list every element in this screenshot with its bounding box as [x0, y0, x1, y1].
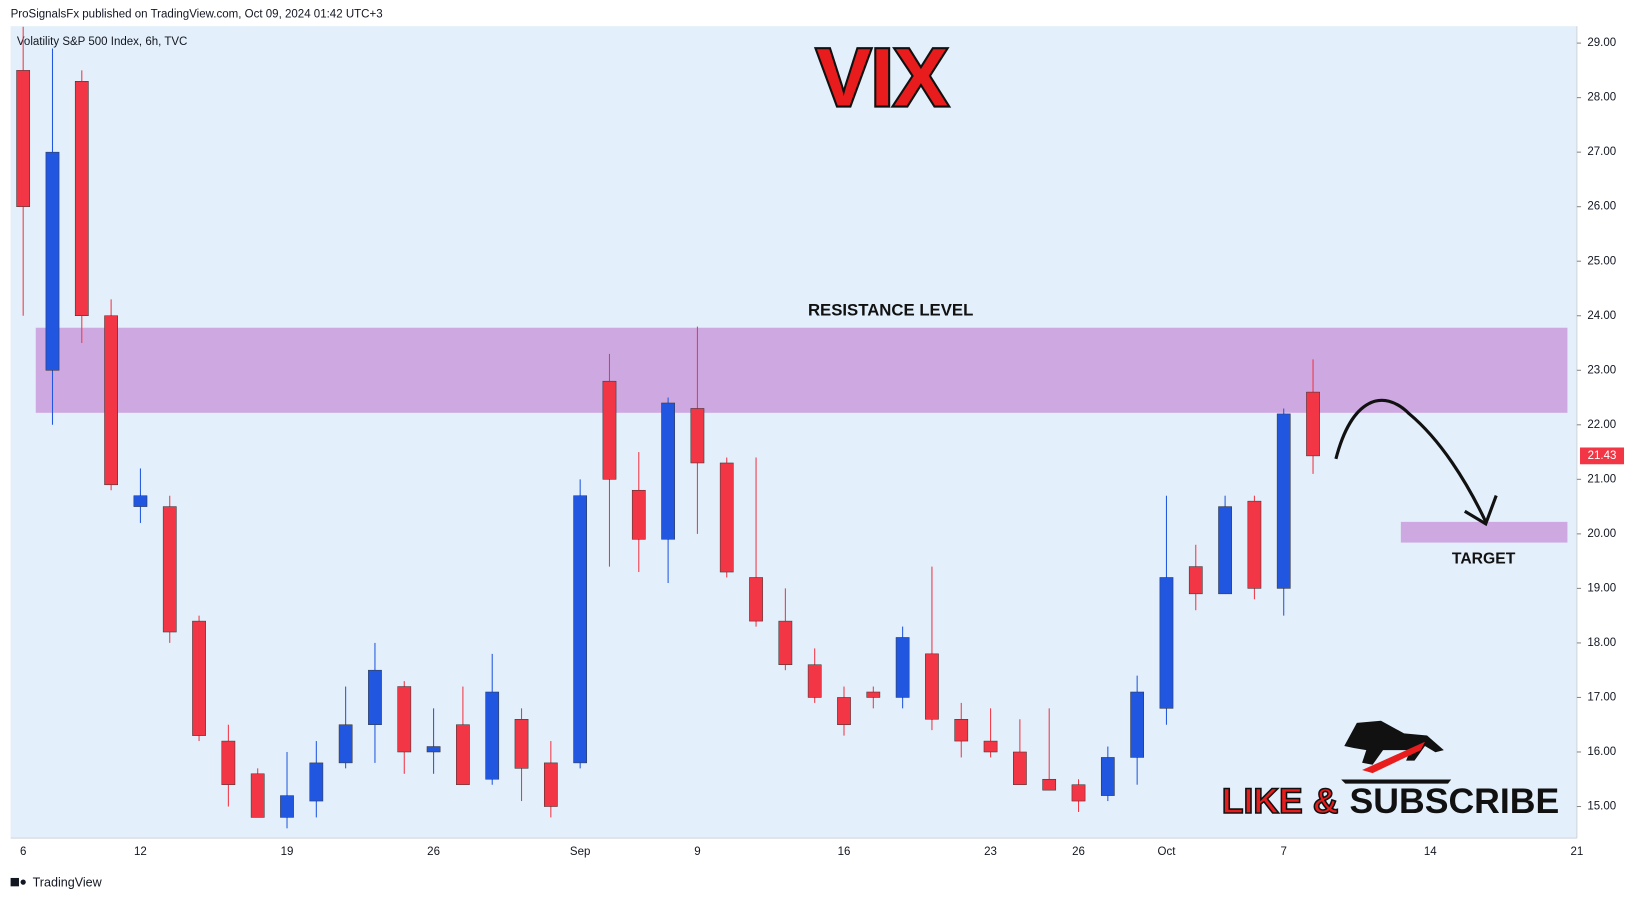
- candle-body: [1071, 784, 1086, 802]
- candle-body: [397, 686, 412, 753]
- candle-body: [925, 653, 939, 720]
- bull-logo: [1341, 720, 1452, 784]
- y-tick-label: 28.00: [1587, 92, 1616, 104]
- header: ProSignalsFx published on TradingView.co…: [11, 9, 383, 21]
- x-tick-label: 23: [984, 846, 997, 858]
- x-tick-label: 7: [1281, 846, 1287, 858]
- y-tick-label: 24.00: [1587, 310, 1616, 322]
- candle-body: [866, 691, 881, 698]
- candle-body: [661, 402, 675, 540]
- x-tick-label: Sep: [570, 846, 590, 858]
- candle-body: [280, 795, 294, 818]
- x-tick-label: 9: [694, 846, 700, 858]
- candle-body: [631, 489, 646, 540]
- candle-body: [309, 762, 324, 802]
- candle-body: [250, 773, 265, 818]
- x-tick-label: 14: [1424, 846, 1437, 858]
- candle-body: [133, 495, 148, 507]
- y-tick-label: 21.00: [1587, 473, 1616, 485]
- candles: [16, 26, 1320, 829]
- y-tick-label: 16.00: [1587, 746, 1616, 758]
- plot-background: [10, 26, 1577, 839]
- candle-body: [368, 669, 382, 725]
- x-tick-label: 6: [20, 846, 26, 858]
- chart-title: VIX: [816, 32, 948, 123]
- y-tick-label: 17.00: [1587, 691, 1616, 703]
- candle-body: [74, 81, 89, 317]
- candle-body: [162, 506, 177, 633]
- candle-body: [104, 315, 118, 486]
- y-tick-label: 27.00: [1587, 146, 1616, 158]
- y-tick-label: 15.00: [1587, 801, 1616, 813]
- candle-body: [1130, 691, 1145, 758]
- zone-label: RESISTANCE LEVEL: [808, 300, 973, 319]
- candle-body: [690, 408, 705, 464]
- candle-body: [1159, 577, 1174, 709]
- y-tick-label: 19.00: [1587, 582, 1616, 594]
- y-tick-label: 25.00: [1587, 255, 1616, 267]
- candle-body: [895, 637, 910, 698]
- candle-body: [221, 740, 236, 785]
- y-tick-label: 26.00: [1587, 201, 1616, 213]
- x-tick-label: Oct: [1158, 846, 1177, 858]
- x-tick-label: 16: [838, 846, 851, 858]
- y-tick-label: 20.00: [1587, 528, 1616, 540]
- candle-body: [485, 691, 500, 780]
- chart-subtitle: Volatility S&P 500 Index, 6h, TVC: [17, 36, 188, 48]
- promo-subscribe: SUBSCRIBE: [1350, 781, 1560, 821]
- candle-body: [1042, 778, 1057, 791]
- candle-body: [1276, 413, 1291, 589]
- candle-body: [456, 724, 470, 785]
- x-tick-label: 21: [1570, 846, 1583, 858]
- footer-logo: [10, 877, 26, 887]
- candle-body: [719, 462, 734, 573]
- candle-body: [16, 70, 31, 207]
- candle-body: [1247, 500, 1262, 589]
- x-tick-label: 26: [427, 846, 440, 858]
- forecast-arrow: [1334, 398, 1488, 523]
- candle-body: [1306, 391, 1320, 457]
- x-tick-label: 26: [1072, 846, 1085, 858]
- last-price-tag: [1580, 447, 1625, 465]
- candle-body: [983, 740, 998, 753]
- candle-body: [573, 495, 588, 764]
- candle-body: [1013, 751, 1027, 785]
- candle-body: [749, 577, 763, 622]
- x-tick-label: 19: [281, 846, 294, 858]
- last-price-label: 21.43: [1588, 450, 1617, 462]
- footer: TradingView: [33, 876, 103, 890]
- y-tick-label: 29.00: [1587, 37, 1616, 49]
- zone: [1400, 521, 1568, 543]
- candle-body: [1218, 506, 1232, 595]
- candle-body: [1100, 757, 1115, 796]
- candle-body: [338, 724, 353, 764]
- candle-body: [514, 719, 529, 769]
- y-tick-label: 22.00: [1587, 419, 1616, 431]
- candle-body: [837, 697, 851, 725]
- zone: [35, 327, 1568, 413]
- candle-body: [192, 620, 206, 736]
- promo-like: LIKE &: [1222, 781, 1339, 821]
- y-tick-label: 18.00: [1587, 637, 1616, 649]
- candle-body: [778, 620, 793, 665]
- candle-body: [954, 719, 969, 742]
- arrow-head: [1463, 495, 1498, 527]
- candle-body: [426, 746, 441, 753]
- zone-label: TARGET: [1452, 551, 1516, 568]
- y-tick-label: 23.00: [1587, 364, 1616, 376]
- candle-body: [602, 380, 617, 480]
- candle-body: [45, 151, 60, 371]
- candle-body: [543, 762, 558, 807]
- x-tick-label: 12: [134, 846, 147, 858]
- candle-body: [807, 664, 822, 698]
- candle-body: [1188, 566, 1203, 595]
